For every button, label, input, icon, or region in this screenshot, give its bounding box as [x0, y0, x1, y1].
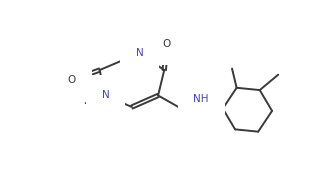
- Text: NH: NH: [194, 94, 209, 104]
- Text: N: N: [136, 48, 144, 58]
- Text: O: O: [162, 39, 171, 49]
- Text: O: O: [68, 75, 76, 85]
- Text: N: N: [102, 90, 109, 100]
